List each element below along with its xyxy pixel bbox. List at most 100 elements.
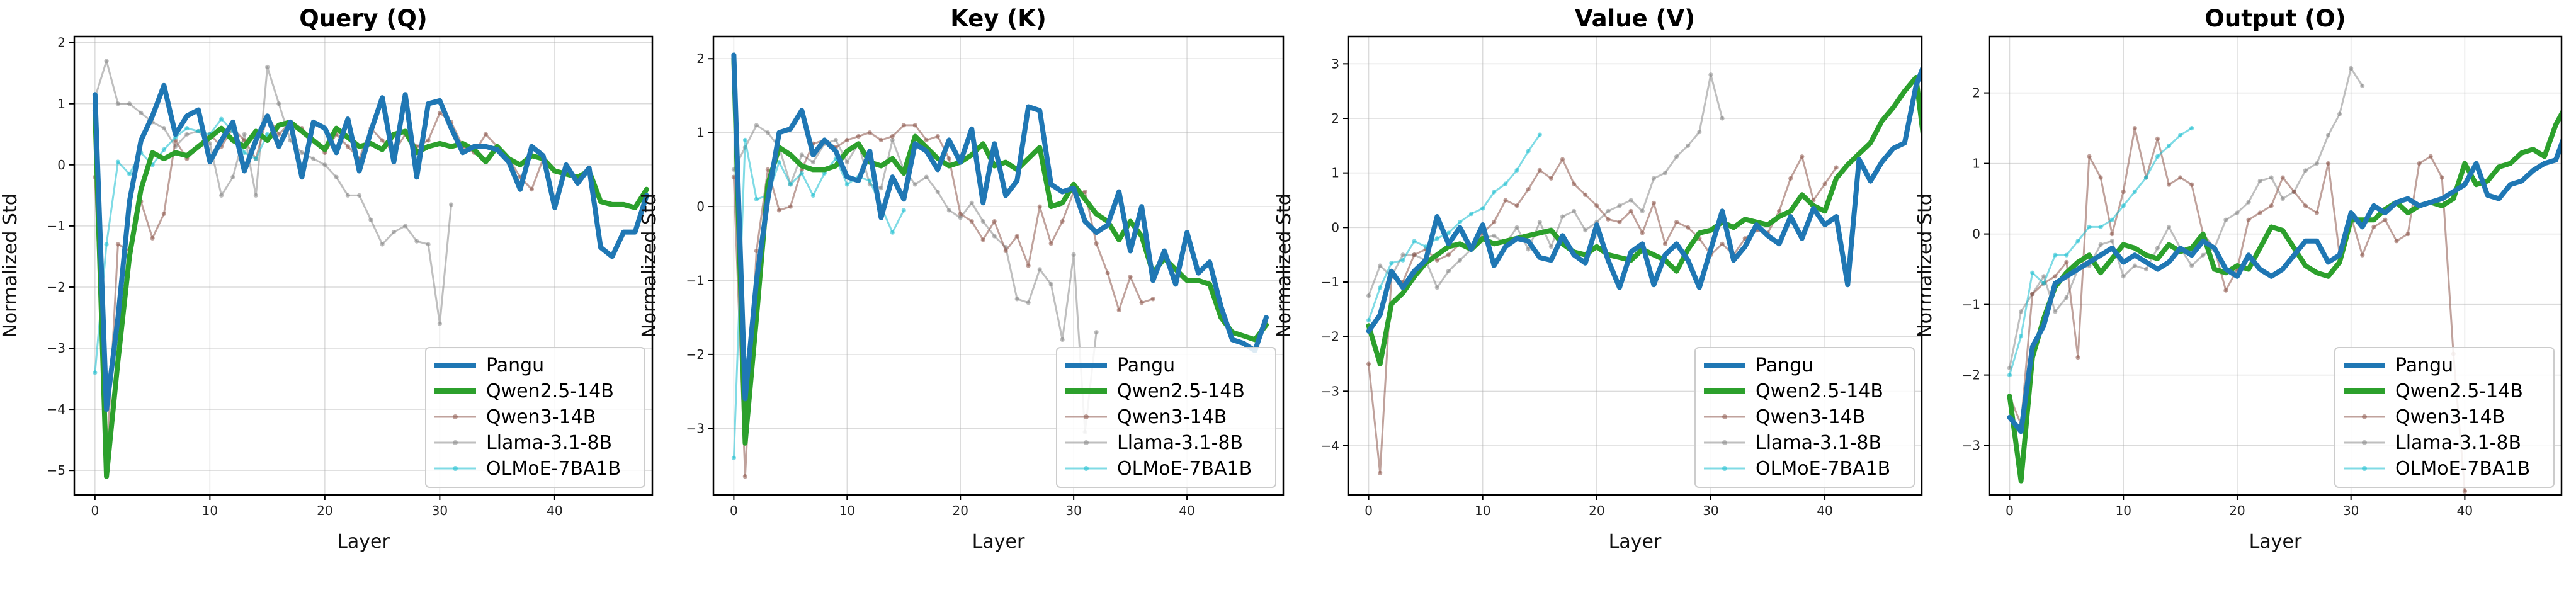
data-point [2439, 175, 2444, 180]
data-point [1003, 248, 1008, 254]
data-point [2383, 217, 2388, 222]
data-point [2087, 154, 2092, 159]
chart-title: Key (K) [950, 5, 1047, 32]
data-point [2019, 334, 2024, 339]
data-point [2428, 154, 2433, 159]
y-tick-label: 2 [57, 35, 65, 50]
y-tick-label: −1 [47, 218, 65, 234]
data-point [765, 130, 770, 135]
data-point [184, 126, 190, 131]
data-point [1492, 233, 1497, 238]
data-point [1434, 258, 1439, 263]
data-point [1662, 171, 1668, 176]
data-point [935, 133, 940, 139]
data-point [265, 64, 270, 70]
series-line-olmoe-7ba1b [1368, 133, 1541, 322]
series-line-qwen2-5-14b [92, 107, 649, 479]
legend-label: Pangu [2395, 354, 2453, 377]
data-point [104, 242, 109, 247]
data-point [403, 224, 408, 229]
plot-frame [1347, 35, 1923, 496]
data-point [2121, 203, 2126, 208]
data-point [2098, 175, 2103, 180]
x-tick-label: 10 [1475, 503, 1490, 518]
chart-title: Query (Q) [299, 5, 427, 32]
data-point [2143, 175, 2148, 180]
legend-marker [453, 414, 458, 419]
data-point [368, 217, 373, 222]
data-point [2257, 210, 2262, 215]
data-point [1560, 214, 1565, 219]
data-point [810, 193, 815, 198]
series-line-pangu [92, 82, 649, 412]
legend-marker [453, 466, 458, 471]
data-point [2053, 274, 2058, 279]
data-point [219, 193, 224, 198]
legend-box [425, 347, 645, 488]
y-tick-label: −1 [686, 273, 705, 288]
data-point [483, 132, 488, 137]
data-point [2201, 252, 2206, 258]
data-point [1037, 204, 1042, 209]
data-point [776, 160, 781, 165]
legend-marker [1084, 466, 1089, 471]
data-point [2280, 175, 2285, 180]
legend-label: OLMoE-7BA1B [2395, 458, 2530, 480]
data-point [2360, 83, 2365, 88]
data-point [1594, 203, 1599, 208]
legend: Pangu Qwen2.5-14B Qwen3-14B Llama-3.1-8B OLM… [1694, 347, 1915, 488]
data-point [1446, 269, 1451, 274]
data-point [901, 123, 906, 128]
data-point [2417, 161, 2422, 166]
data-point [2235, 210, 2240, 215]
data-point [2337, 111, 2342, 116]
x-tick-label: 0 [730, 503, 738, 518]
data-point [2155, 154, 2160, 159]
data-point [345, 193, 350, 198]
data-point [1617, 220, 1622, 225]
data-point [2189, 182, 2194, 187]
data-point [2053, 252, 2058, 258]
data-point [2064, 259, 2069, 264]
data-point [1048, 281, 1053, 286]
data-point [788, 182, 793, 187]
data-point [822, 171, 827, 176]
data-point [1526, 247, 1531, 252]
data-point [1434, 285, 1439, 290]
data-point [127, 171, 132, 176]
series-line-qwen2-5-14b [1366, 75, 1922, 366]
x-tick-label: 10 [839, 503, 855, 518]
data-point [1389, 261, 1394, 266]
data-point [449, 202, 454, 207]
data-point [1378, 285, 1383, 290]
chart-panel-3: 0 10 20 30 40 −4 −3 −2 −1 0 1 2 3 Value (V) Layer Norma… [1273, 5, 1923, 553]
data-point [2189, 263, 2194, 268]
y-tick-label: 1 [1972, 156, 1980, 171]
data-point [2257, 179, 2262, 184]
y-tick-label: −3 [1962, 438, 1980, 453]
chart-panel-1: 0 10 20 30 40 −5 −4 −3 −2 −1 0 1 2 Query (Q) Layer Norm… [0, 5, 654, 553]
data-point [1048, 241, 1053, 246]
data-point [844, 182, 849, 187]
data-point [2280, 196, 2285, 201]
data-point [776, 208, 781, 213]
y-tick-label: −2 [686, 347, 705, 362]
data-point [1457, 258, 1463, 263]
data-point [2178, 175, 2183, 180]
data-point [1366, 361, 1371, 366]
data-point [765, 167, 770, 172]
data-point [1116, 307, 1121, 313]
x-axis-label: Layer [972, 531, 1025, 553]
data-point [1720, 241, 1725, 246]
data-point [1834, 165, 1839, 170]
data-point [1026, 300, 1031, 305]
x-tick-label: 40 [547, 503, 562, 518]
data-point [754, 248, 759, 254]
data-point [345, 144, 350, 149]
data-point [2303, 168, 2308, 173]
data-point [242, 150, 247, 156]
y-tick-label: −4 [1321, 438, 1339, 453]
data-point [1514, 167, 1519, 173]
legend: Pangu Qwen2.5-14B Qwen3-14B Llama-3.1-8B OLM… [2334, 347, 2555, 488]
data-point [1720, 116, 1725, 121]
